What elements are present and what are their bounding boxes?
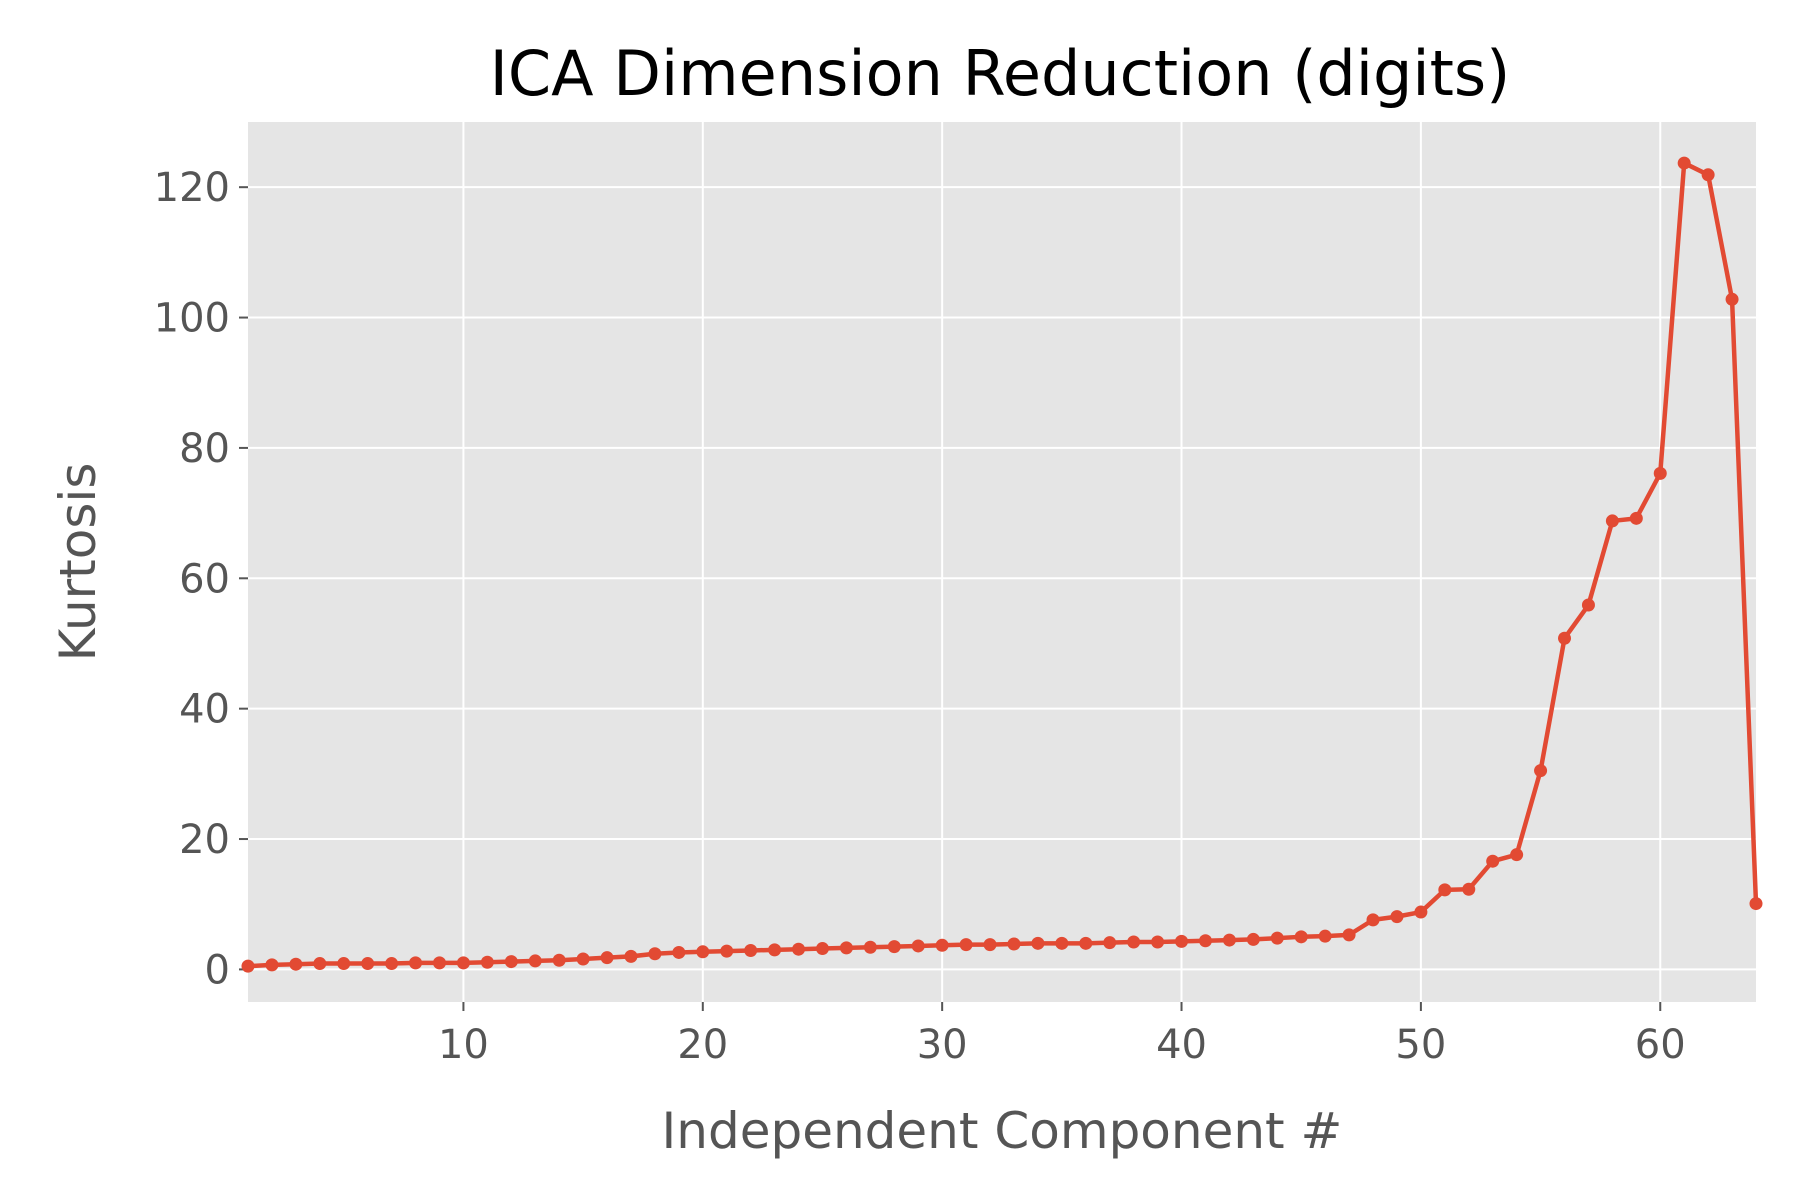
data-point xyxy=(576,952,590,966)
data-point xyxy=(1725,292,1739,306)
data-point xyxy=(1198,934,1212,948)
data-point xyxy=(1246,932,1260,946)
data-point xyxy=(863,940,877,954)
data-point xyxy=(528,954,542,968)
data-point xyxy=(911,939,925,953)
data-point xyxy=(1031,936,1045,950)
data-point xyxy=(983,938,997,952)
data-point xyxy=(1366,913,1380,927)
data-point xyxy=(648,947,662,961)
data-point xyxy=(624,949,638,963)
x-tick-label: 10 xyxy=(438,1022,489,1068)
data-point xyxy=(1558,631,1572,645)
data-point xyxy=(1534,764,1548,778)
data-point xyxy=(1342,928,1356,942)
data-point xyxy=(1486,854,1500,868)
y-axis: 0 20 40 60 80 100 120 xyxy=(154,165,248,993)
data-point xyxy=(1318,929,1332,943)
data-point xyxy=(1438,883,1452,897)
plot-area xyxy=(248,122,1756,1002)
data-point xyxy=(720,944,734,958)
data-point xyxy=(1175,934,1189,948)
data-point xyxy=(1390,910,1404,924)
y-axis-label: Kurtosis xyxy=(49,463,107,662)
data-point xyxy=(432,956,446,970)
y-tick-label: 100 xyxy=(154,296,230,342)
y-tick-label: 120 xyxy=(154,165,230,211)
data-point xyxy=(313,957,327,971)
data-point xyxy=(337,957,351,971)
data-point xyxy=(744,944,758,958)
data-point xyxy=(1462,882,1476,896)
data-point xyxy=(792,942,806,956)
data-point xyxy=(815,942,829,956)
series-line xyxy=(247,160,1759,969)
data-point xyxy=(1605,514,1619,528)
data-point xyxy=(289,957,303,971)
data-point xyxy=(959,938,973,952)
data-point xyxy=(1294,930,1308,944)
data-point xyxy=(456,956,470,970)
data-point xyxy=(1222,933,1236,947)
x-tick-label: 30 xyxy=(917,1022,968,1068)
data-point xyxy=(1079,936,1093,950)
data-point xyxy=(1414,905,1428,919)
y-tick-label: 60 xyxy=(179,556,230,602)
data-point xyxy=(1653,466,1667,480)
data-point xyxy=(265,958,279,972)
grid-lines xyxy=(248,122,1756,1002)
data-point xyxy=(1510,848,1524,862)
data-point xyxy=(480,955,494,969)
y-tick-label: 80 xyxy=(179,426,230,472)
data-point xyxy=(1151,935,1165,949)
data-point xyxy=(1581,598,1595,612)
data-point xyxy=(1127,935,1141,949)
x-tick-label: 50 xyxy=(1395,1022,1446,1068)
x-tick-label: 20 xyxy=(677,1022,728,1068)
data-point xyxy=(409,956,423,970)
data-point xyxy=(839,941,853,955)
x-tick-label: 60 xyxy=(1635,1022,1686,1068)
data-point xyxy=(935,938,949,952)
data-point xyxy=(1007,937,1021,951)
data-point xyxy=(672,945,686,959)
data-point xyxy=(696,945,710,959)
data-point xyxy=(385,957,399,971)
y-tick-label: 0 xyxy=(205,947,230,993)
data-point xyxy=(552,953,566,967)
data-point xyxy=(600,951,614,965)
data-point xyxy=(887,940,901,954)
series-group xyxy=(241,156,1763,973)
data-point xyxy=(1103,936,1117,950)
data-point xyxy=(768,943,782,957)
chart-title: ICA Dimension Reduction (digits) xyxy=(490,37,1511,110)
y-tick-label: 40 xyxy=(179,687,230,733)
data-point xyxy=(1055,936,1069,950)
data-point xyxy=(1749,897,1763,911)
data-point xyxy=(1677,156,1691,170)
data-point xyxy=(1629,511,1643,525)
data-point xyxy=(1701,168,1715,182)
y-tick-label: 20 xyxy=(179,817,230,863)
data-point xyxy=(241,959,255,973)
data-point xyxy=(504,955,518,969)
data-point xyxy=(1270,931,1284,945)
x-axis-label: Independent Component # xyxy=(662,1102,1343,1160)
x-tick-label: 40 xyxy=(1156,1022,1207,1068)
data-point xyxy=(361,957,375,971)
x-axis: 10 20 30 40 50 60 xyxy=(438,1002,1686,1068)
